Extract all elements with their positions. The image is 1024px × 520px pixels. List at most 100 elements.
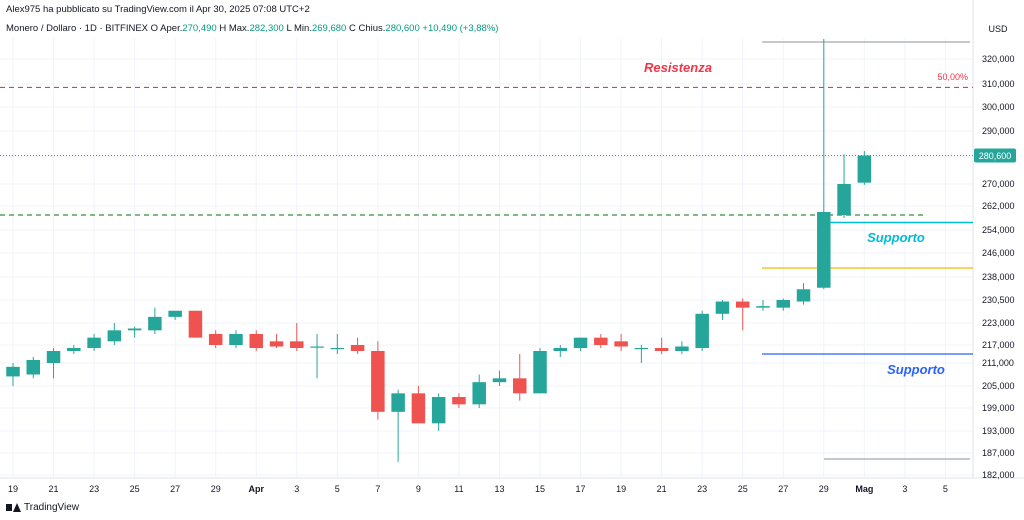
close-value: 280,600 xyxy=(385,23,420,34)
y-tick-label: 230,500 xyxy=(982,295,1015,305)
candle-body xyxy=(817,212,831,288)
candle-body xyxy=(26,360,41,375)
candle-body xyxy=(87,337,101,348)
candle-body xyxy=(796,289,811,302)
candle-body xyxy=(735,301,750,308)
candle-body xyxy=(654,348,669,351)
open-text: Aper. xyxy=(160,23,183,34)
x-tick-label: 9 xyxy=(416,484,421,494)
last-price-badge xyxy=(974,148,1016,163)
candle-body xyxy=(411,393,426,424)
x-tick-label: 29 xyxy=(211,484,221,494)
high-value: 282,300 xyxy=(249,23,284,34)
x-tick-label: 5 xyxy=(943,484,948,494)
currency-label: USD xyxy=(988,24,1008,34)
open-label: O xyxy=(150,23,159,34)
candle-body xyxy=(330,348,345,350)
open-value: 270,490 xyxy=(182,23,217,34)
last-price-label: 280,600 xyxy=(979,151,1012,161)
x-tick-label: 21 xyxy=(49,484,59,494)
candle-body xyxy=(188,310,203,338)
candle-body xyxy=(290,341,304,348)
candle-body xyxy=(127,328,142,331)
y-tick-label: 270,000 xyxy=(982,179,1015,189)
fib-50-label: 50,00% xyxy=(937,72,968,82)
low-text: Min. xyxy=(294,23,312,34)
candle-body xyxy=(675,346,689,351)
low-value: 269,680 xyxy=(311,23,347,34)
x-tick-label: 7 xyxy=(375,484,380,494)
y-tick-label: 199,000 xyxy=(982,403,1015,413)
close-text: Chius. xyxy=(358,23,386,34)
tradingview-logo-icon xyxy=(6,503,21,512)
candle-body xyxy=(148,316,162,331)
resistance-label: Resistenza xyxy=(644,60,712,75)
candle-body xyxy=(533,351,547,394)
y-tick-label: 320,000 xyxy=(982,54,1015,64)
support-label-blue: Supporto xyxy=(887,362,945,377)
candle-body xyxy=(168,310,182,317)
brand-name: TradingView xyxy=(24,502,80,513)
candle-body xyxy=(269,341,284,347)
close-label: C xyxy=(348,23,356,34)
candle-body xyxy=(756,306,770,308)
candle-body xyxy=(857,155,872,183)
y-tick-label: 300,000 xyxy=(982,102,1015,112)
x-tick-label: 11 xyxy=(454,484,463,494)
candle-body xyxy=(837,184,851,215)
support-label-cyan: Supporto xyxy=(867,230,925,245)
y-tick-label: 254,000 xyxy=(982,225,1015,235)
high-text: Max. xyxy=(228,23,250,34)
y-tick-label: 217,000 xyxy=(982,340,1015,350)
y-tick-label: 211,000 xyxy=(982,358,1014,368)
x-tick-label: 25 xyxy=(130,484,140,494)
candle-body xyxy=(310,346,324,348)
y-tick-label: 223,000 xyxy=(982,318,1015,328)
x-tick-label: 23 xyxy=(697,484,707,494)
candle-body xyxy=(391,393,405,412)
high-label: H xyxy=(219,23,227,34)
x-tick-label: 13 xyxy=(494,484,504,494)
y-tick-label: 290,000 xyxy=(982,126,1015,136)
candle-body xyxy=(492,378,507,383)
candle-body xyxy=(452,397,466,405)
candle-body xyxy=(229,334,243,345)
x-tick-label: 27 xyxy=(778,484,788,494)
x-tick-label: 5 xyxy=(335,484,340,494)
y-tick-label: 182,000 xyxy=(982,470,1015,480)
x-tick-label: Mag xyxy=(855,484,873,494)
x-tick-label: 17 xyxy=(576,484,586,494)
candle-body xyxy=(695,313,709,348)
x-tick-label: Apr xyxy=(248,484,264,494)
y-tick-label: 310,000 xyxy=(982,79,1015,89)
x-tick-label: 29 xyxy=(819,484,829,494)
x-tick-label: 3 xyxy=(902,484,907,494)
symbol-name: Monero / Dollaro · 1D · BITFINEX xyxy=(6,23,149,34)
x-tick-label: 27 xyxy=(170,484,180,494)
brand-footer: TradingView xyxy=(6,502,79,513)
candle-body xyxy=(67,348,81,351)
x-tick-label: 15 xyxy=(535,484,545,494)
candle-body xyxy=(46,351,61,363)
candle-body xyxy=(6,366,20,377)
y-tick-label: 262,000 xyxy=(982,201,1015,211)
candle-body xyxy=(431,397,446,424)
y-tick-label: 193,000 xyxy=(982,426,1015,436)
candle-body xyxy=(472,382,486,405)
ohlc-legend: Monero / Dollaro · 1D · BITFINEX O Aper.… xyxy=(6,23,498,34)
candle-body xyxy=(776,300,791,308)
y-tick-label: 205,000 xyxy=(982,381,1015,391)
y-tick-label: 238,000 xyxy=(982,272,1015,282)
candle-body xyxy=(573,337,588,348)
y-tick-label: 246,000 xyxy=(982,248,1015,258)
candle-body xyxy=(107,330,122,342)
candle-body xyxy=(553,348,568,351)
x-tick-label: 19 xyxy=(616,484,626,494)
candle-body xyxy=(594,337,608,345)
change-value: +10,490 (+3,88%) xyxy=(422,23,499,34)
x-tick-label: 3 xyxy=(294,484,299,494)
publish-info: Alex975 ha pubblicato su TradingView.com… xyxy=(6,4,310,15)
y-tick-label: 187,000 xyxy=(982,448,1015,458)
candle-body xyxy=(371,351,385,412)
